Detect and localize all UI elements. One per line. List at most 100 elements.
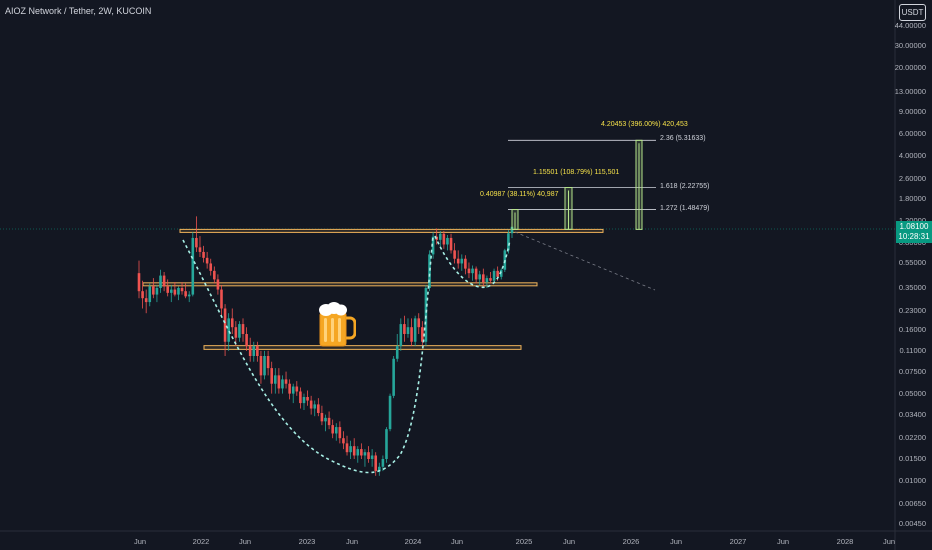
candle (482, 268, 485, 287)
candle (216, 274, 220, 295)
candle (367, 446, 370, 463)
candle (474, 266, 478, 284)
candle (320, 405, 324, 426)
candle (370, 449, 374, 467)
trend-projection-line (514, 231, 656, 291)
candle (446, 234, 449, 251)
candlestick-series (137, 216, 514, 476)
candle (266, 350, 270, 376)
candle (220, 284, 223, 316)
candle (159, 269, 162, 293)
candle (428, 250, 431, 292)
candle (406, 318, 410, 338)
candle (288, 379, 291, 400)
candle (352, 438, 356, 459)
candle (438, 231, 442, 248)
candle (363, 449, 367, 467)
time-tick-label: 2025 (515, 537, 533, 546)
candle (374, 452, 378, 476)
candle (295, 381, 299, 396)
candle (273, 368, 277, 394)
time-tick-label: Jun (450, 537, 464, 546)
price-tick-label: 1.20000 (899, 216, 926, 225)
candle (360, 443, 363, 459)
candle (485, 275, 489, 288)
candle (281, 375, 284, 394)
candle (327, 411, 331, 430)
symbol-title: AIOZ Network / Tether, 2W, KUCOIN (5, 6, 152, 16)
time-tick-label: Jun (776, 537, 790, 546)
candle (177, 286, 180, 301)
candle (198, 236, 202, 257)
candle (284, 371, 288, 389)
last-price-value: 1.08100 (899, 222, 929, 231)
candle (456, 250, 460, 269)
candle (263, 350, 266, 380)
candle (313, 400, 317, 417)
candle (399, 318, 403, 351)
candle (324, 414, 327, 432)
candle (230, 308, 234, 334)
candle (442, 231, 446, 249)
candle (417, 313, 421, 334)
candle (202, 245, 205, 263)
price-tick-label: 0.05000 (898, 388, 926, 398)
price-tick-label: 20.00000 (894, 63, 926, 73)
candle (162, 271, 166, 292)
candle (449, 233, 453, 254)
price-tick-label: 0.23000 (898, 305, 926, 315)
candle (492, 268, 496, 283)
price-tick-label: 4.00000 (898, 150, 926, 160)
price-tick-label: 0.55000 (898, 258, 926, 268)
candle (155, 284, 159, 303)
price-tick-label: 30.00000 (894, 41, 926, 51)
price-tick-label: 0.35000 (898, 282, 926, 292)
candle (248, 337, 252, 362)
candle (209, 258, 213, 276)
candle (213, 266, 216, 284)
candle (331, 419, 334, 439)
time-tick-label: 2023 (298, 537, 316, 546)
measure-label: 0.40987 (38.11%) 40,987 (480, 190, 559, 198)
time-tick-label: 2022 (192, 537, 210, 546)
candle (413, 315, 417, 347)
price-tick-label: 13.00000 (894, 86, 926, 96)
candle (460, 254, 464, 271)
candle (342, 431, 345, 450)
price-tick-label: 0.16000 (898, 325, 926, 335)
candle (245, 327, 248, 351)
price-tick-label: 0.00450 (898, 519, 926, 529)
candle (144, 289, 148, 314)
candle (291, 383, 295, 404)
time-tick-label: Jun (562, 537, 576, 546)
candle (489, 271, 492, 284)
candle (309, 395, 313, 415)
fib-level-label: 1.272 (1.48479) (660, 204, 710, 212)
measure-label: 1.15501 (108.79%) 115,501 (533, 168, 620, 176)
candle (195, 216, 198, 252)
level-box-support-low (203, 345, 522, 350)
price-tick-label: 0.11000 (899, 345, 926, 355)
candle (184, 283, 187, 299)
currency-button[interactable]: USDT (899, 4, 926, 21)
candle (345, 435, 349, 456)
candle (338, 421, 342, 444)
candle (238, 321, 241, 342)
large-cup-curve (182, 235, 434, 474)
candle (403, 315, 406, 342)
fib-level-label: 1.618 (2.22755) (660, 182, 710, 190)
candle (141, 280, 144, 309)
level-box-support-mid (142, 282, 538, 287)
candle (467, 262, 471, 279)
candle (180, 282, 184, 295)
time-tick-label: Jun (238, 537, 252, 546)
candle (421, 321, 424, 347)
candle (478, 270, 482, 285)
candle (166, 279, 169, 297)
price-tick-label: 6.00000 (898, 128, 926, 138)
candle (148, 283, 152, 307)
candle (306, 390, 309, 406)
candle (259, 350, 263, 384)
candle (299, 387, 302, 409)
